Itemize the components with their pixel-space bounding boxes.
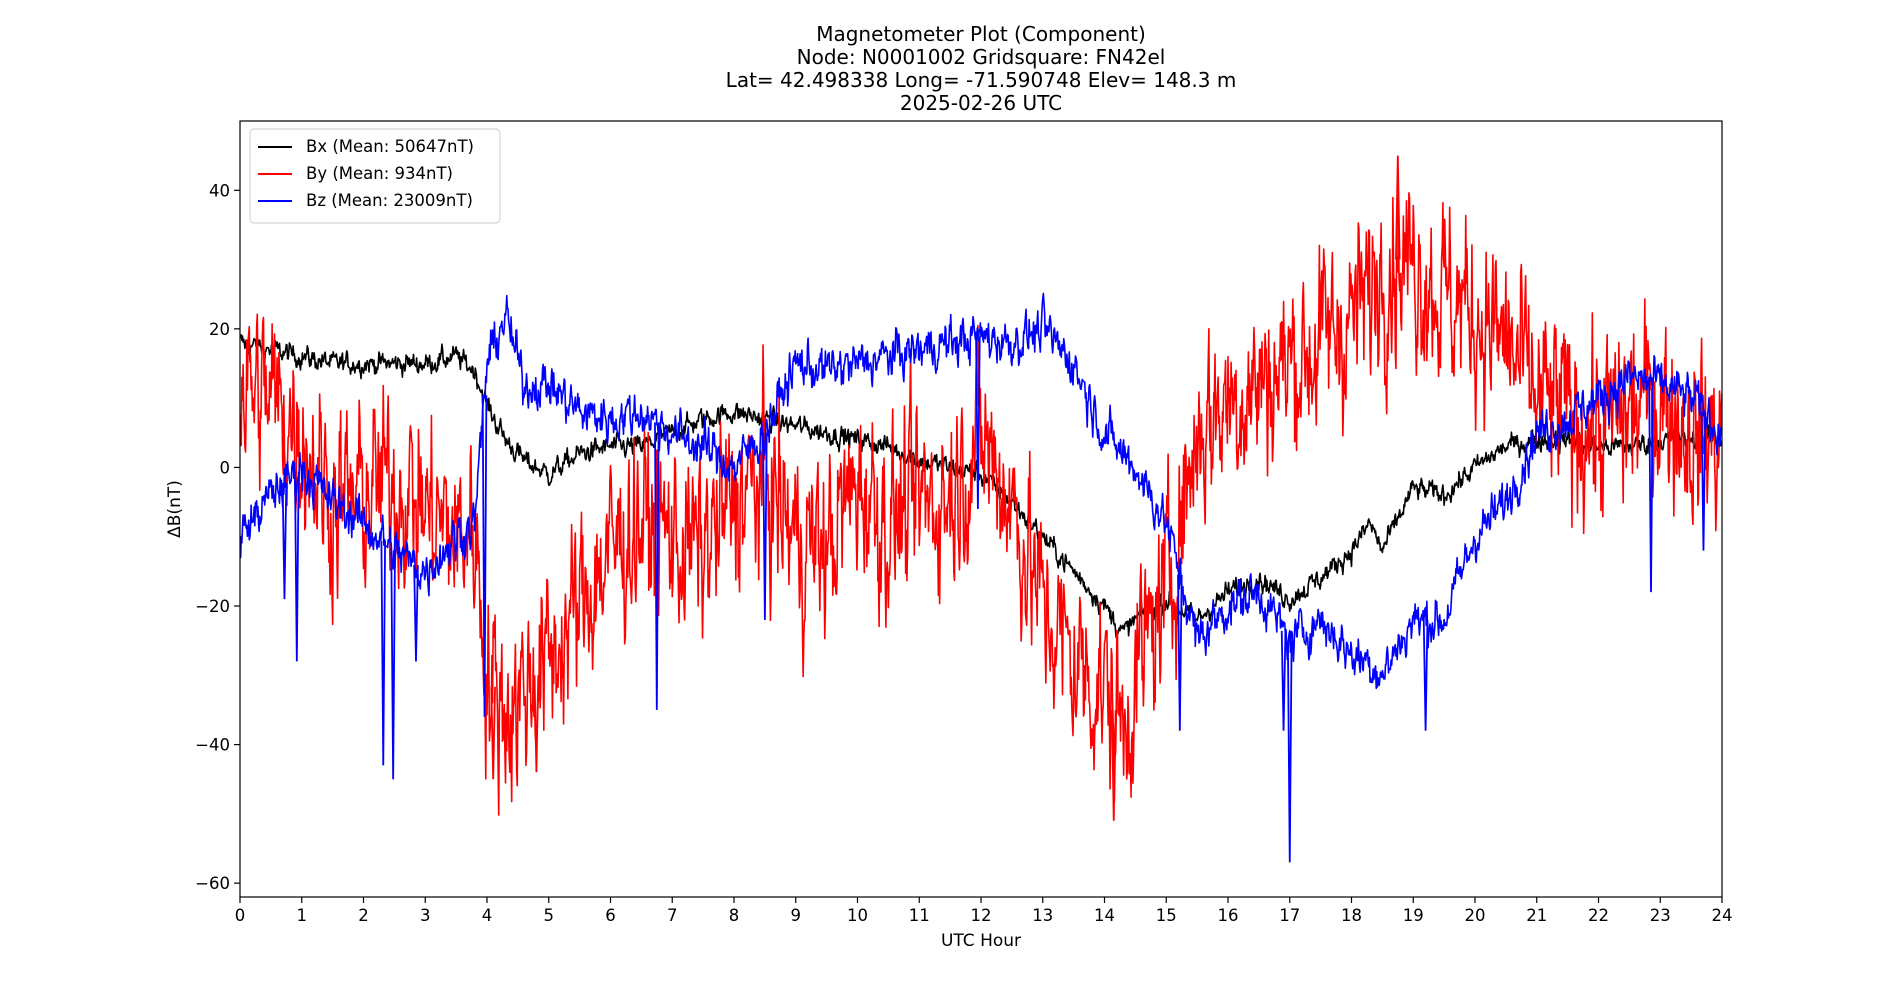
- x-tick-label: 2: [358, 906, 369, 925]
- series-spike-9: [1177, 574, 1183, 731]
- series-spike-17: [533, 675, 540, 773]
- x-tick-label: 21: [1526, 906, 1547, 925]
- x-tick-label: 19: [1403, 906, 1424, 925]
- series-spike-18: [1395, 155, 1401, 260]
- x-tick-label: 1: [297, 906, 308, 925]
- x-axis-label: UTC Hour: [941, 931, 1021, 951]
- x-tick-label: 24: [1712, 906, 1733, 925]
- series-spike-15: [1111, 709, 1117, 821]
- x-tick-label: 22: [1588, 906, 1609, 925]
- series-line-bz: [240, 292, 1722, 690]
- legend-entry-label: Bx (Mean: 50647nT): [306, 137, 474, 156]
- axes-group: 0 1 2 3 4 5 6 7 8 9 10 11 12 13 14 15 16 17 18 19 20 21 22 23 24…: [165, 120, 1733, 951]
- x-tick-label: 14: [1094, 906, 1115, 925]
- x-tick-label: 20: [1465, 906, 1486, 925]
- x-tick-label: 11: [909, 906, 930, 925]
- y-tick-label: 20: [209, 320, 230, 339]
- x-tick-label: 17: [1279, 906, 1300, 925]
- series-spike-4: [413, 565, 419, 662]
- chart-title-line-2: Node: N0001002 Gridsquare: FN42el: [797, 45, 1166, 69]
- x-tick-label: 7: [667, 906, 678, 925]
- y-axis-label: ΔB(nT): [165, 480, 185, 538]
- chart-title: Magnetometer Plot (Component)Node: N0001…: [726, 22, 1237, 115]
- x-tick-label: 9: [791, 906, 802, 925]
- series-spike-16: [490, 686, 496, 780]
- legend: Bx (Mean: 50647nT) By (Mean: 934nT) Bz (Me…: [249, 128, 501, 224]
- chart-title-line-1: Magnetometer Plot (Component): [816, 22, 1146, 46]
- x-tick-label: 15: [1156, 906, 1177, 925]
- series-spike-12: [1422, 619, 1429, 731]
- x-tick-label: 12: [971, 906, 992, 925]
- x-tick-label: 13: [1032, 906, 1053, 925]
- plot-frame: [239, 120, 1723, 898]
- x-tick-label: 5: [544, 906, 555, 925]
- series-spike-6: [654, 422, 660, 710]
- series-spike-11: [1287, 640, 1293, 863]
- y-tick-label: −60: [195, 874, 230, 893]
- series-spike-3: [390, 549, 396, 780]
- legend-box: [249, 128, 501, 224]
- series-spike-1: [294, 471, 300, 662]
- legend-entry-label: Bz (Mean: 23009nT): [306, 191, 473, 210]
- y-tick-label: −20: [195, 597, 230, 616]
- x-tick-label: 3: [420, 906, 431, 925]
- series-spike-8: [975, 336, 981, 510]
- series-line-bx: [240, 334, 1722, 639]
- x-tick-label: 8: [729, 906, 740, 925]
- series-spike-7: [762, 432, 768, 620]
- series-spike-14: [1700, 411, 1707, 551]
- series-spike-13: [1648, 382, 1654, 593]
- series-line-by: [240, 192, 1722, 816]
- x-tick-label: 4: [482, 906, 493, 925]
- x-tick-label: 18: [1341, 906, 1362, 925]
- series-spike-0: [281, 482, 288, 600]
- legend-entry-label: By (Mean: 934nT): [306, 164, 453, 183]
- y-tick-label: −40: [195, 736, 230, 755]
- x-tick-label: 10: [847, 906, 868, 925]
- x-tick-label: 6: [605, 906, 616, 925]
- series-spike-5: [481, 395, 488, 717]
- y-tick-label: 0: [220, 458, 231, 477]
- x-tick-label: 23: [1650, 906, 1671, 925]
- chart-title-line-3: Lat= 42.498338 Long= -71.590748 Elev= 14…: [726, 68, 1237, 92]
- y-tick-label: 40: [209, 181, 230, 200]
- x-tick-label: 0: [235, 906, 246, 925]
- series-spike-10: [1280, 630, 1287, 731]
- chart-title-line-4: 2025-02-26 UTC: [900, 91, 1062, 115]
- series-spike-2: [380, 540, 387, 766]
- x-tick-label: 16: [1218, 906, 1239, 925]
- series-group: [240, 155, 1722, 863]
